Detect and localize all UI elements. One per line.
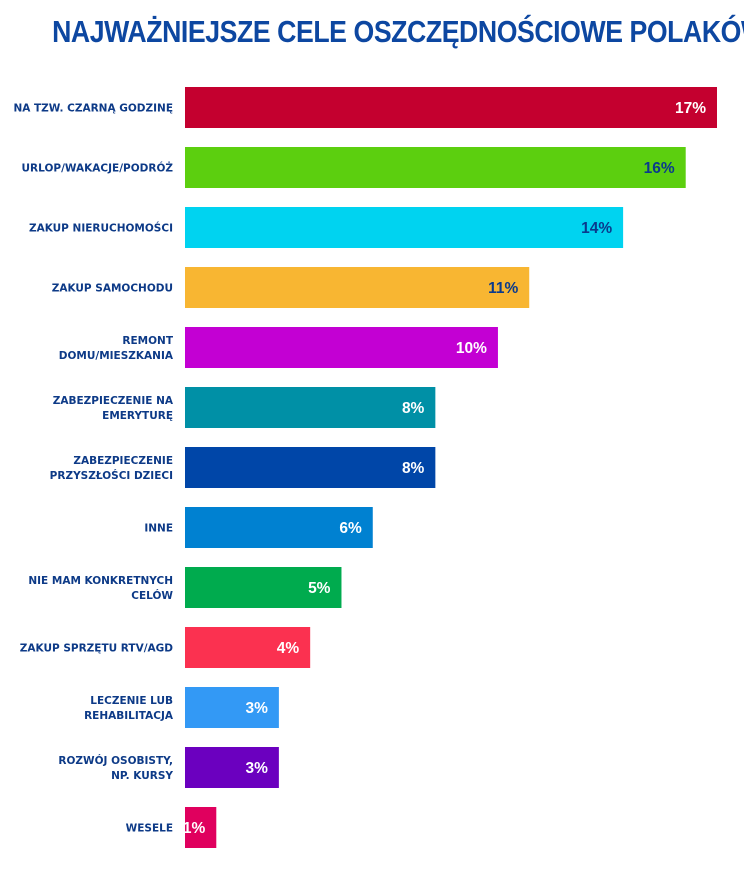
bar — [185, 207, 624, 248]
category-label-line: CELÓW — [131, 589, 173, 602]
bar-value-label: 8% — [402, 460, 425, 477]
bar — [185, 687, 279, 728]
bar-value-label: 3% — [245, 700, 268, 717]
bar — [185, 387, 436, 428]
category-label-line: NP. KURSY — [111, 770, 173, 782]
bar — [185, 87, 717, 128]
bar — [185, 327, 498, 368]
category-label-line: ZAKUP SAMOCHODU — [52, 283, 173, 295]
category-label: NA TZW. CZARNĄ GODZINĘ — [13, 103, 173, 115]
bar-value-label: 14% — [581, 220, 612, 237]
category-label-line: ZABEZPIECZENIE — [73, 455, 173, 467]
category-label-line: EMERYTURĘ — [102, 410, 173, 422]
category-label-line: URLOP/WAKACJE/PODRÓŻ — [22, 161, 174, 175]
bar-value-label: 4% — [277, 640, 300, 657]
bar — [185, 147, 686, 188]
bar — [185, 447, 436, 488]
category-label: ZAKUP SAMOCHODU — [52, 283, 173, 295]
category-label-line: ZAKUP SPRZĘTU RTV/AGD — [20, 643, 174, 655]
bar — [185, 627, 311, 668]
category-label-line: REMONT — [122, 335, 173, 347]
category-label: ROZWÓJ OSOBISTY, NP. KURSY — [58, 754, 173, 782]
category-label: ZAKUP SPRZĘTU RTV/AGD — [20, 643, 174, 655]
bar-value-label: 8% — [402, 400, 425, 417]
category-label: URLOP/WAKACJE/PODRÓŻ — [22, 161, 174, 175]
bar — [185, 807, 217, 848]
bar-value-label: 3% — [245, 760, 268, 777]
category-label-line: ROZWÓJ OSOBISTY, — [58, 754, 173, 767]
bar-value-label: 11% — [488, 280, 518, 297]
category-label: LECZENIE LUB REHABILITACJA — [84, 695, 174, 722]
category-label: ZABEZPIECZENIE NA EMERYTURĘ — [53, 395, 174, 422]
category-label: ZABEZPIECZENIE PRZYSZŁOŚCI DZIECI — [50, 455, 173, 482]
chart-title: NAJWAŻNIEJSZE CELE OSZCZĘDNOŚCIOWE POLAK… — [52, 14, 744, 49]
category-label-line: ZABEZPIECZENIE NA — [53, 395, 174, 407]
bar — [185, 507, 373, 548]
category-label: ZAKUP NIERUCHOMOŚCI — [29, 222, 173, 235]
bar-value-label: 1% — [183, 820, 206, 837]
category-label: INNE — [144, 523, 173, 535]
bar-value-label: 16% — [644, 160, 675, 177]
bar — [185, 567, 342, 608]
bar-value-label: 6% — [339, 520, 362, 537]
bar-value-label: 17% — [675, 100, 706, 117]
category-label-line: LECZENIE LUB — [90, 695, 173, 707]
category-label-line: NA TZW. CZARNĄ GODZINĘ — [13, 103, 173, 115]
category-label-line: REHABILITACJA — [84, 710, 174, 722]
bar — [185, 747, 279, 788]
category-label-line: ZAKUP NIERUCHOMOŚCI — [29, 222, 173, 235]
category-label-line: DOMU/MIESZKANIA — [59, 350, 174, 362]
category-label-line: PRZYSZŁOŚCI DZIECI — [50, 469, 173, 482]
category-label-line: WESELE — [126, 823, 173, 835]
category-label: REMONT DOMU/MIESZKANIA — [59, 335, 174, 362]
bar-value-label: 10% — [456, 340, 487, 357]
category-label-line: INNE — [144, 523, 173, 535]
category-label: WESELE — [126, 823, 173, 835]
bar-value-label: 5% — [308, 580, 331, 597]
bar — [185, 267, 530, 308]
category-label-line: NIE MAM KONKRETNYCH — [28, 575, 173, 587]
category-label: NIE MAM KONKRETNYCH CELÓW — [28, 575, 173, 602]
